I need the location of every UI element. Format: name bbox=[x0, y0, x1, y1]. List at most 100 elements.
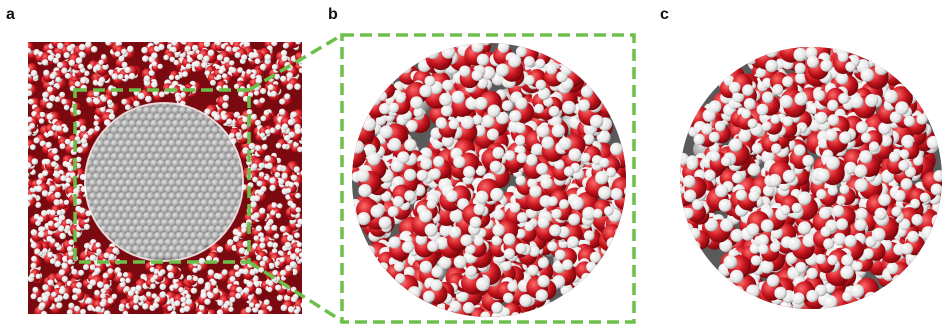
hydrogen-atom bbox=[375, 115, 387, 126]
metal-atom bbox=[160, 178, 170, 188]
hydrogen-atom bbox=[515, 243, 527, 255]
hydrogen-atom bbox=[413, 107, 424, 118]
metal-atom bbox=[117, 125, 127, 135]
metal-atom bbox=[142, 185, 152, 195]
hydrogen-atom bbox=[59, 143, 66, 150]
metal-atom bbox=[128, 172, 138, 182]
hydrogen-atom bbox=[121, 98, 128, 105]
hydrogen-atom bbox=[509, 110, 522, 123]
metal-atom bbox=[96, 165, 105, 175]
hydrogen-atom bbox=[175, 95, 182, 102]
hydrogen-atom bbox=[281, 172, 288, 179]
hydrogen-atom bbox=[75, 109, 82, 116]
hydrogen-atom bbox=[515, 97, 528, 110]
hydrogen-atom bbox=[174, 74, 181, 81]
metal-atom bbox=[106, 132, 116, 142]
hydrogen-atom bbox=[85, 297, 93, 304]
hydrogen-atom bbox=[248, 142, 256, 150]
metal-atom bbox=[186, 132, 195, 142]
hydrogen-atom bbox=[167, 305, 173, 312]
metal-atom bbox=[218, 152, 228, 162]
hydrogen-atom bbox=[430, 279, 443, 292]
metal-atom bbox=[168, 231, 177, 241]
hydrogen-atom bbox=[216, 54, 223, 61]
metal-atom bbox=[200, 172, 210, 182]
hydrogen-atom bbox=[282, 42, 289, 49]
hydrogen-atom bbox=[589, 251, 602, 263]
hydrogen-atom bbox=[253, 99, 259, 105]
hydrogen-atom bbox=[121, 48, 127, 55]
hydrogen-atom bbox=[281, 123, 289, 130]
hydrogen-atom bbox=[75, 156, 82, 163]
hydrogen-atom bbox=[79, 43, 86, 51]
hydrogen-atom bbox=[253, 90, 260, 96]
metal-atom bbox=[193, 185, 203, 195]
metal-atom bbox=[150, 185, 159, 195]
hydrogen-atom bbox=[124, 286, 130, 292]
hydrogen-atom bbox=[299, 252, 302, 258]
panel-a-metal-core bbox=[86, 104, 242, 260]
hydrogen-atom bbox=[84, 242, 91, 249]
hydrogen-atom bbox=[246, 281, 253, 288]
metal-atom bbox=[189, 218, 199, 228]
metal-atom bbox=[114, 211, 123, 221]
hydrogen-atom bbox=[94, 125, 100, 132]
hydrogen-atom bbox=[294, 83, 301, 90]
hydrogen-atom bbox=[524, 75, 535, 86]
metal-atom bbox=[157, 106, 167, 115]
hydrogen-atom bbox=[514, 122, 526, 134]
hydrogen-atom bbox=[263, 109, 270, 116]
metal-atom bbox=[88, 192, 98, 201]
metal-atom bbox=[171, 106, 181, 115]
hydrogen-atom bbox=[283, 135, 291, 142]
metal-atom bbox=[92, 198, 102, 208]
hydrogen-atom bbox=[451, 90, 465, 104]
hydrogen-atom bbox=[583, 230, 595, 241]
metal-atom bbox=[211, 152, 221, 162]
hydrogen-atom bbox=[83, 223, 90, 230]
hydrogen-atom bbox=[85, 42, 92, 48]
metal-atom bbox=[160, 139, 170, 149]
metal-atom bbox=[121, 238, 130, 248]
hydrogen-atom bbox=[56, 35, 63, 42]
hydrogen-atom bbox=[286, 72, 294, 79]
metal-atom bbox=[175, 178, 185, 188]
hydrogen-atom bbox=[62, 126, 69, 133]
hydrogen-atom bbox=[68, 239, 75, 246]
metal-atom bbox=[135, 172, 145, 182]
hydrogen-atom bbox=[111, 293, 118, 300]
hydrogen-atom bbox=[66, 246, 73, 252]
metal-atom bbox=[128, 132, 138, 142]
hydrogen-atom bbox=[233, 264, 240, 271]
hydrogen-atom bbox=[606, 167, 617, 178]
hydrogen-atom bbox=[370, 204, 384, 218]
hydrogen-atom bbox=[253, 235, 259, 241]
hydrogen-atom bbox=[271, 202, 278, 208]
hydrogen-atom bbox=[463, 166, 476, 179]
metal-atom bbox=[189, 152, 199, 162]
metal-atom bbox=[211, 231, 221, 241]
hydrogen-atom bbox=[248, 302, 255, 308]
hydrogen-atom bbox=[108, 113, 116, 120]
metal-atom bbox=[236, 185, 242, 195]
hydrogen-atom bbox=[281, 55, 288, 62]
hydrogen-atom bbox=[610, 239, 622, 251]
hydrogen-atom bbox=[213, 113, 221, 121]
hydrogen-atom bbox=[388, 236, 401, 249]
hydrogen-atom bbox=[229, 296, 236, 303]
hydrogen-atom bbox=[53, 199, 60, 206]
hydrogen-atom bbox=[277, 203, 283, 209]
metal-atom bbox=[182, 152, 192, 162]
metal-atom bbox=[214, 172, 224, 182]
metal-atom bbox=[157, 251, 167, 260]
metal-atom bbox=[142, 238, 152, 248]
metal-atom bbox=[225, 165, 235, 175]
hydrogen-atom bbox=[445, 190, 458, 203]
metal-atom bbox=[175, 231, 185, 241]
hydrogen-atom bbox=[424, 223, 438, 237]
hydrogen-atom bbox=[51, 147, 58, 155]
hydrogen-atom bbox=[562, 100, 576, 115]
hydrogen-atom bbox=[89, 279, 97, 286]
hydrogen-atom bbox=[152, 301, 160, 309]
hydrogen-atom bbox=[515, 228, 526, 239]
